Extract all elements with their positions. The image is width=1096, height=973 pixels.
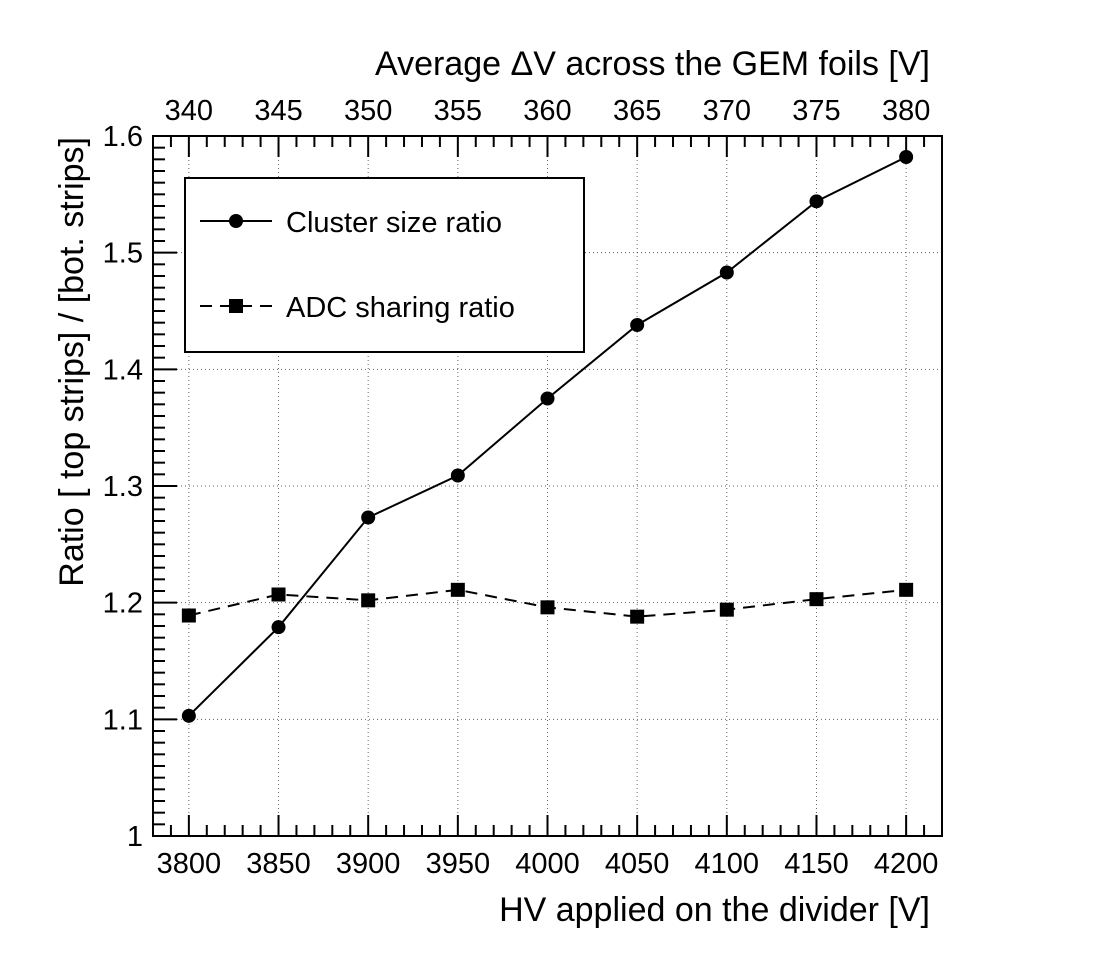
top-tick-label: 365	[613, 95, 661, 127]
legend-label-adc: ADC sharing ratio	[286, 292, 515, 324]
adc-sharing-point	[181, 608, 196, 623]
bottom-tick-label: 4200	[874, 848, 939, 880]
legend-marker-cluster	[229, 214, 243, 228]
top-axis-title: Average ΔV across the GEM foils [V]	[375, 45, 930, 83]
bottom-tick-label: 3850	[246, 848, 311, 880]
adc-sharing-point	[361, 593, 376, 608]
bottom-tick-label: 4000	[515, 848, 580, 880]
y-tick-label: 1.3	[103, 471, 143, 503]
top-tick-label: 360	[523, 95, 571, 127]
bottom-tick-label: 4050	[605, 848, 670, 880]
adc-sharing-point	[630, 609, 645, 624]
adc-sharing-point	[899, 582, 914, 597]
adc-sharing-point	[809, 592, 824, 607]
y-tick-label: 1.1	[103, 704, 143, 736]
adc-sharing-point	[540, 600, 555, 615]
legend-label-cluster: Cluster size ratio	[286, 207, 502, 239]
cluster-size-point	[899, 150, 914, 164]
cluster-size-point	[361, 510, 376, 525]
y-tick-label: 1.6	[103, 121, 143, 153]
top-tick-label: 355	[434, 95, 482, 127]
cluster-size-point	[271, 620, 286, 635]
y-tick-label: 1.5	[103, 238, 143, 270]
cluster-size-point	[809, 194, 824, 209]
legend-marker-adc	[229, 299, 243, 313]
legend: Cluster size ratio ADC sharing ratio	[184, 177, 585, 353]
bottom-axis-title: HV applied on the divider [V]	[499, 891, 930, 929]
top-tick-label: 370	[703, 95, 751, 127]
y-axis-title: Ratio [ top strips] / [bot. strips]	[53, 137, 91, 587]
bottom-tick-label: 3950	[426, 848, 491, 880]
bottom-tick-label: 4100	[695, 848, 760, 880]
y-tick-label: 1.2	[103, 588, 143, 620]
cluster-size-point	[450, 468, 465, 483]
adc-sharing-point	[450, 582, 465, 597]
cluster-size-point	[540, 391, 555, 406]
top-tick-label: 345	[254, 95, 302, 127]
series-group	[181, 150, 914, 723]
cluster-size-point	[719, 265, 734, 280]
top-tick-label: 350	[344, 95, 392, 127]
y-tick-label: 1	[127, 821, 143, 853]
bottom-tick-label: 3800	[157, 848, 222, 880]
tick-labels: 3800 340 3850 345 3900 350 3950 355 4000 360 4050 3…	[103, 95, 939, 880]
y-tick-label: 1.4	[103, 354, 143, 386]
top-tick-label: 340	[165, 95, 213, 127]
adc-sharing-point	[271, 587, 286, 602]
bottom-tick-label: 3900	[336, 848, 401, 880]
adc-sharing-point	[719, 602, 734, 617]
top-tick-label: 380	[882, 95, 930, 127]
cluster-size-point	[181, 708, 196, 723]
cluster-size-point	[630, 318, 645, 332]
bottom-tick-label: 4150	[784, 848, 849, 880]
top-tick-label: 375	[792, 95, 840, 127]
axis-ticks	[152, 135, 943, 837]
legend-box	[184, 177, 585, 353]
